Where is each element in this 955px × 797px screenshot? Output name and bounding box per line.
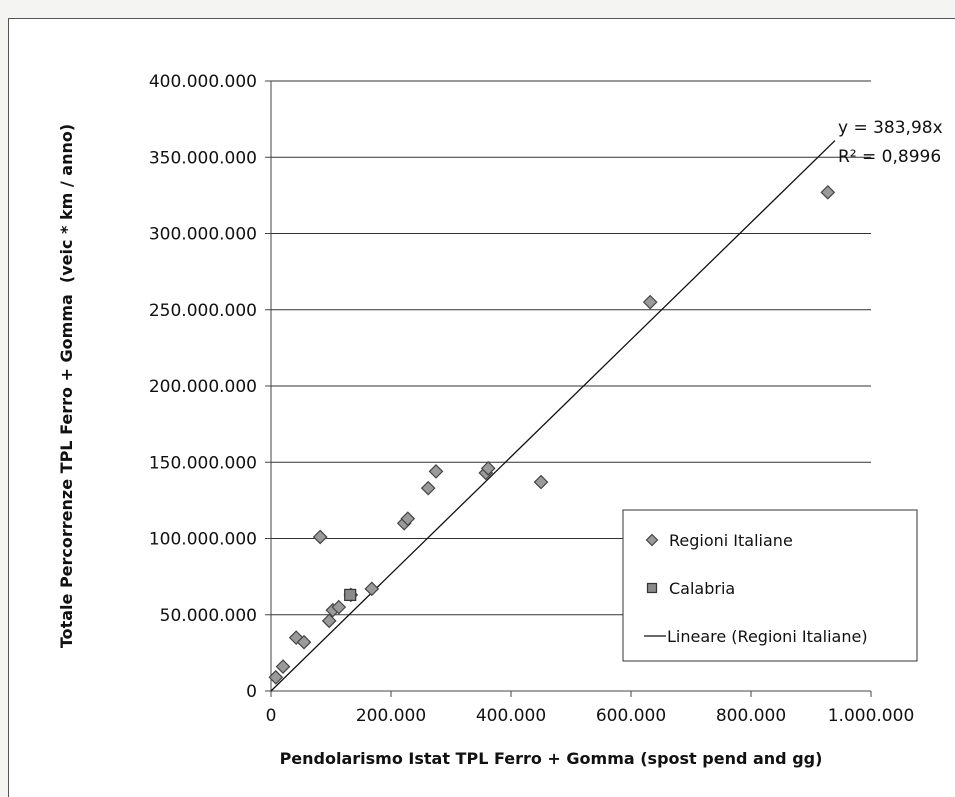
x-tick-label: 600.000	[596, 706, 666, 726]
trendline	[270, 140, 836, 692]
y-tick-label: 300.000.000	[149, 225, 257, 245]
legend-box	[622, 509, 918, 662]
x-axis-title: Pendolarismo Istat TPL Ferro + Gomma (sp…	[280, 749, 823, 768]
chart-svg: 0 50.000.000 100.000.000 150.000.000 200.000…	[57, 72, 943, 768]
x-tick-label: 1.000.000	[828, 706, 915, 726]
data-point-regioni	[820, 184, 836, 200]
y-tick-label: 100.000.000	[149, 530, 257, 550]
data-point-regioni	[428, 464, 444, 479]
data-point-regioni	[400, 511, 416, 527]
data-point-regioni	[533, 474, 549, 490]
data-point-regioni	[321, 613, 337, 629]
trendline-equation: y = 383,98x	[838, 118, 943, 138]
y-tick-label: 350.000.000	[149, 148, 257, 168]
data-point-regioni	[331, 599, 347, 615]
x-tick-label: 800.000	[716, 706, 786, 726]
x-tick-label: 200.000	[356, 706, 426, 726]
legend-label: Regioni Italiane	[669, 531, 793, 550]
data-point-regioni	[642, 294, 658, 310]
data-point-regioni	[296, 634, 312, 650]
data-point-regioni	[312, 529, 328, 545]
x-tick-label: 0	[266, 706, 277, 726]
legend-marker-regioni	[645, 533, 659, 547]
y-tick-label: 50.000.000	[160, 606, 257, 626]
data-point-calabria	[344, 588, 357, 602]
x-tick-label: 400.000	[476, 706, 546, 726]
y-axis-title: Totale Percorrenze TPL Ferro + Gomma (ve…	[57, 124, 76, 648]
legend-marker-calabria	[646, 582, 658, 594]
y-tick-label: 250.000.000	[149, 301, 257, 321]
data-point-regioni	[268, 669, 284, 685]
trendline-r2: R² = 0,8996	[838, 147, 941, 167]
data-point-regioni	[275, 659, 291, 674]
y-tick-label: 150.000.000	[149, 453, 257, 473]
y-tick-label: 400.000.000	[149, 72, 257, 92]
legend-label: Calabria	[669, 579, 735, 598]
chart-frame: 0 50.000.000 100.000.000 150.000.000 200.000…	[8, 18, 955, 797]
data-point-regioni	[420, 480, 436, 496]
data-point-regioni	[364, 581, 380, 597]
y-tick-label: 200.000.000	[149, 377, 257, 397]
legend-label: Lineare (Regioni Italiane)	[667, 627, 868, 646]
data-point-regioni	[480, 461, 496, 476]
y-tick-label: 0	[246, 682, 257, 702]
